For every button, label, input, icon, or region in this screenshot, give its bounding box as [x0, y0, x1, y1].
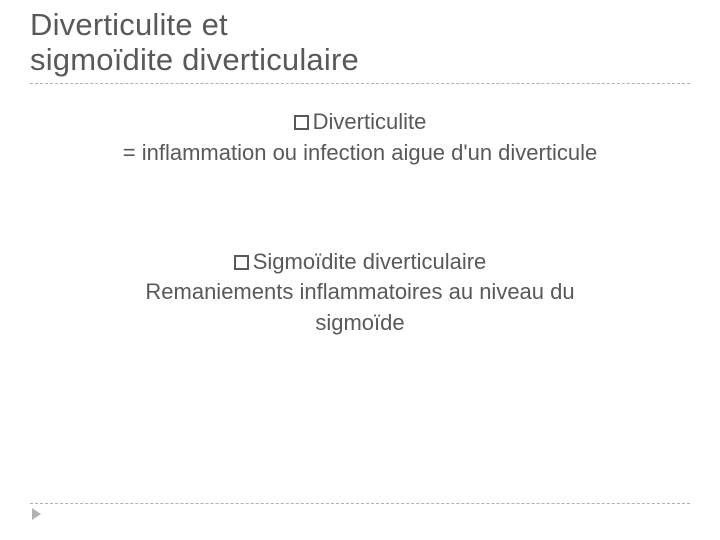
title-line-1: Diverticulite et [30, 8, 690, 43]
section-1-heading-text: Diverticulite [313, 109, 427, 134]
section-1-heading: Diverticulite [30, 108, 690, 137]
slide-title: Diverticulite et sigmoïdite diverticulai… [30, 8, 690, 77]
checkbox-icon [234, 255, 249, 270]
section-2: Sigmoïdite diverticulaire Remaniements i… [30, 248, 690, 338]
section-1: Diverticulite = inflammation ou infectio… [30, 108, 690, 167]
checkbox-icon [294, 115, 309, 130]
spacer [30, 168, 690, 248]
divider-top [30, 83, 690, 84]
section-2-heading: Sigmoïdite diverticulaire [30, 248, 690, 277]
slide-body: Diverticulite = inflammation ou infectio… [30, 108, 690, 337]
title-line-2: sigmoïdite diverticulaire [30, 43, 690, 78]
arrow-icon [32, 508, 41, 520]
divider-bottom [30, 503, 690, 504]
section-2-definition-line-2: sigmoïde [30, 309, 690, 338]
section-2-definition-line-1: Remaniements inflammatoires au niveau du [30, 278, 690, 307]
section-1-definition: = inflammation ou infection aigue d'un d… [30, 139, 690, 168]
section-2-heading-text: Sigmoïdite diverticulaire [253, 249, 487, 274]
slide: Diverticulite et sigmoïdite diverticulai… [0, 0, 720, 540]
